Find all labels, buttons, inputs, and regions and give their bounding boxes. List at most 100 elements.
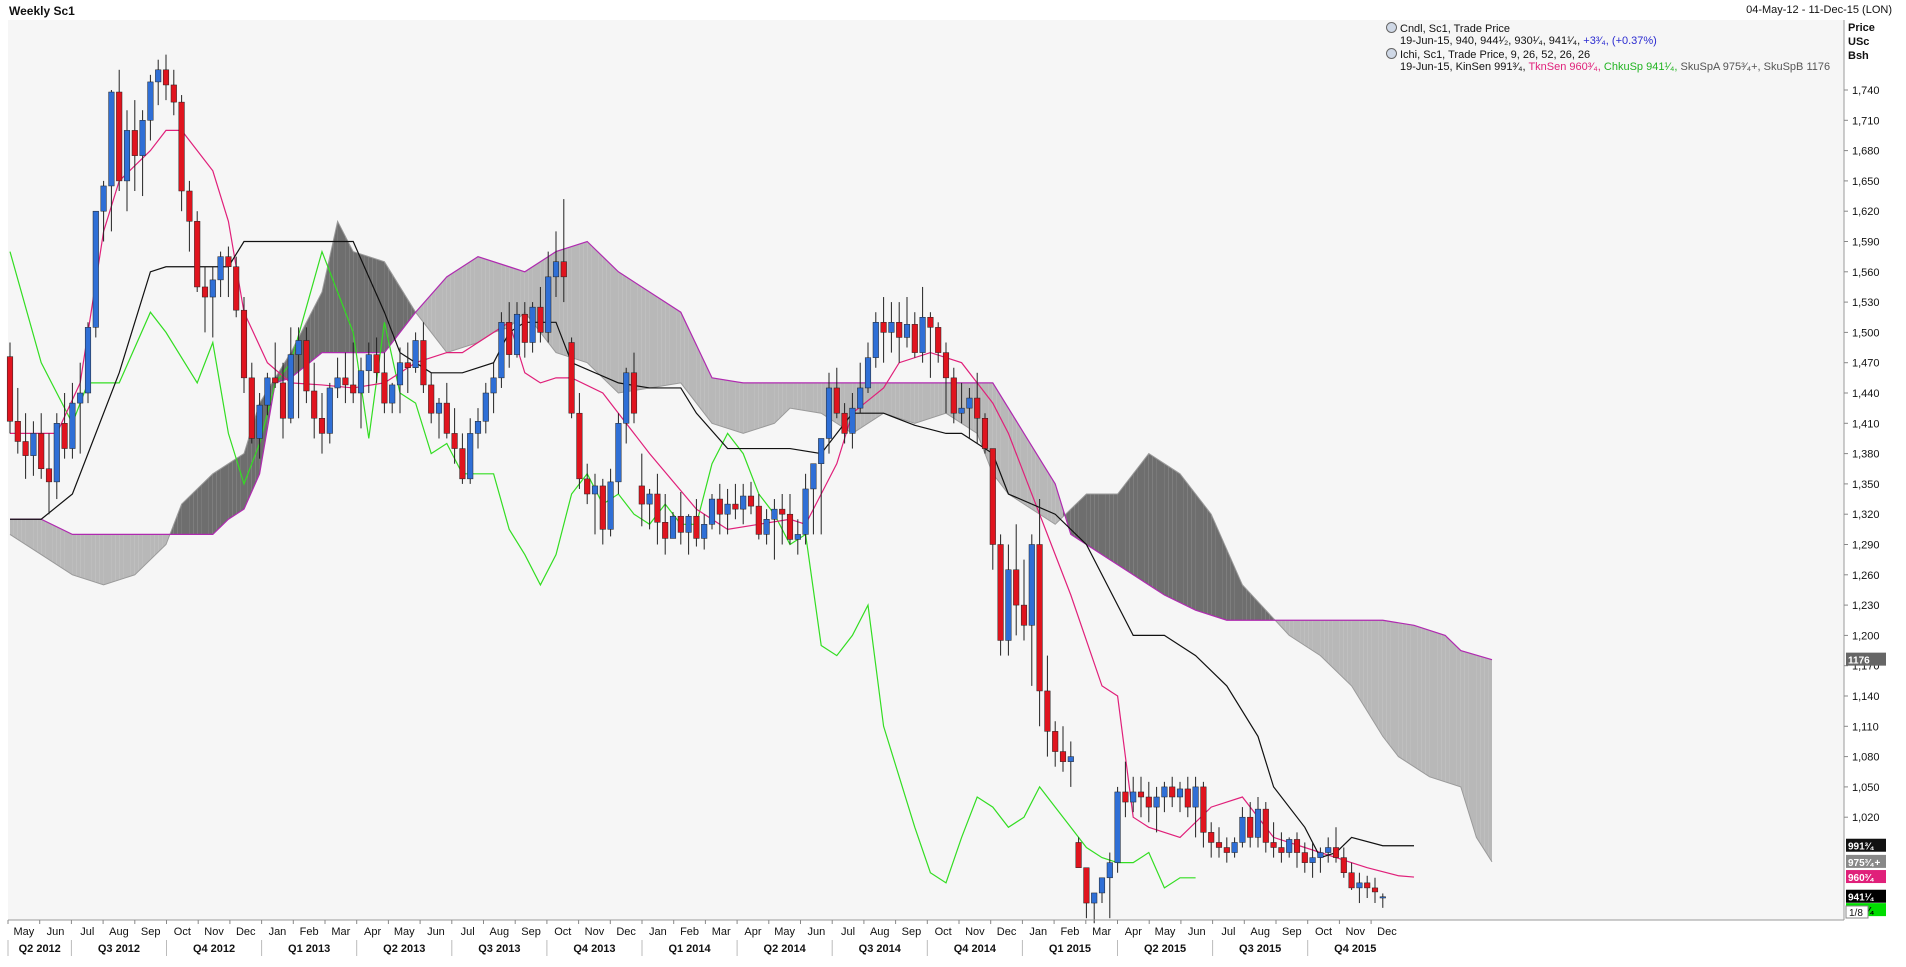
cloud-segment (1191, 488, 1196, 611)
cloud-segment (368, 256, 373, 353)
candle-body (6, 356, 14, 422)
cloud-segment (1293, 620, 1297, 641)
cloud-segment (337, 221, 342, 353)
cloud-segment (1328, 620, 1333, 667)
candle-body (1293, 839, 1301, 853)
cloud-segment (185, 496, 190, 535)
cloud-segment (606, 260, 611, 386)
cloud-segment (1148, 453, 1153, 588)
cloud-segment (1414, 625, 1418, 770)
cloud-segment (142, 534, 147, 568)
cloud-segment (450, 271, 455, 352)
candle-body (420, 340, 427, 386)
candle-body (342, 377, 349, 386)
cloud-segment (99, 534, 104, 585)
cloud-segment (587, 241, 592, 367)
cloud-segment (442, 276, 447, 353)
month-label: Jun (427, 926, 445, 938)
cloud-segment (715, 378, 720, 426)
candle-body (997, 544, 1004, 641)
cloud-segment (1449, 639, 1453, 785)
value-tag-label: 941¹⁄₄ (1848, 893, 1875, 904)
cloud-segment (930, 382, 935, 419)
cloud-segment (790, 382, 794, 409)
candle-body (45, 468, 53, 483)
candle-body (880, 322, 887, 333)
cloud-segment (107, 534, 112, 584)
month-label: Apr (364, 926, 381, 938)
candle-body (1114, 791, 1121, 863)
candle-body (1091, 892, 1098, 904)
cloud-segment (130, 534, 135, 577)
quarter-label: Q1 2015 (1049, 943, 1091, 955)
cloud-segment (653, 294, 658, 388)
candle-body (701, 524, 708, 539)
month-label: Nov (204, 926, 224, 938)
cloud-segment (1129, 473, 1134, 575)
cloud-segment (1109, 494, 1114, 563)
candle-body (841, 412, 848, 434)
candle-body (1215, 842, 1223, 848)
cloud-segment (1456, 646, 1461, 787)
cloud-segment (481, 257, 486, 340)
candle-body (958, 407, 965, 414)
cloud-segment (60, 528, 65, 570)
cloud-segment (376, 259, 381, 353)
cloud-segment (119, 534, 124, 580)
cloud-segment (762, 382, 767, 428)
cloud-segment (914, 382, 919, 424)
cloud-segment (485, 259, 490, 338)
price-tick-label: 1,590 (1852, 237, 1880, 249)
cloud-segment (88, 534, 92, 582)
legend-candle-row[interactable]: Cndl, Sc1, Trade Price (1386, 22, 1830, 35)
date-range: 04-May-12 - 11-Dec-15 (LON) (1746, 4, 1892, 16)
month-label: Jul (461, 926, 475, 938)
legend-candle-ohlc: 19-Jun-15, 940, 944¹⁄₂, 930¹⁄₄, 941¹⁄₄, (1400, 35, 1581, 47)
cloud-segment (446, 274, 451, 353)
cloud-segment (676, 309, 681, 384)
study-settings-icon[interactable] (1386, 22, 1397, 33)
cloud-segment (1429, 630, 1434, 779)
cloud-segment (1164, 463, 1169, 597)
candle-body (802, 488, 809, 535)
cloud-segment (626, 276, 631, 392)
candle-body (467, 433, 474, 480)
month-label: Oct (174, 926, 191, 938)
cloud-segment (1488, 658, 1492, 862)
cloud-segment (325, 256, 330, 353)
candle-body (763, 519, 770, 535)
month-label: Sep (1282, 926, 1302, 938)
cloud-segment (228, 461, 233, 520)
legend-chkusp: ChkuSp 941¹⁄₄, (1603, 61, 1678, 73)
senkou-span-b-line (10, 240, 1493, 661)
quarter-label: Q4 2012 (193, 943, 235, 955)
price-tick-label: 1,290 (1852, 540, 1880, 552)
candle-body (233, 266, 240, 311)
cloud-segment (598, 252, 603, 378)
cloud-segment (173, 514, 178, 535)
study-settings-icon[interactable] (1386, 48, 1397, 59)
cloud-segment (1336, 620, 1340, 675)
cloud-segment (680, 312, 685, 388)
candle-body (724, 503, 731, 515)
cloud-segment (801, 382, 806, 411)
candle-body (677, 515, 684, 533)
candle-body (256, 404, 263, 439)
cloud-segment (1339, 620, 1344, 679)
month-label: Jun (807, 926, 825, 938)
candle-body (615, 423, 622, 483)
legend-ichi-row[interactable]: Ichi, Sc1, Trade Price, 9, 26, 52, 26, 2… (1386, 48, 1830, 61)
month-label: Jan (269, 926, 287, 938)
candle-body (428, 384, 435, 414)
cloud-segment (1421, 627, 1426, 775)
cloud-segment (76, 534, 81, 578)
candle-body (630, 372, 638, 414)
cloud-segment (1390, 621, 1395, 752)
cloud-segment (1207, 509, 1212, 616)
legend-skuspb: SkuSpB 1176 (1763, 61, 1831, 73)
cloud-segment (723, 379, 728, 429)
cloud-segment (641, 286, 646, 390)
cloud-segment (1410, 624, 1414, 767)
candle-body (334, 377, 341, 389)
